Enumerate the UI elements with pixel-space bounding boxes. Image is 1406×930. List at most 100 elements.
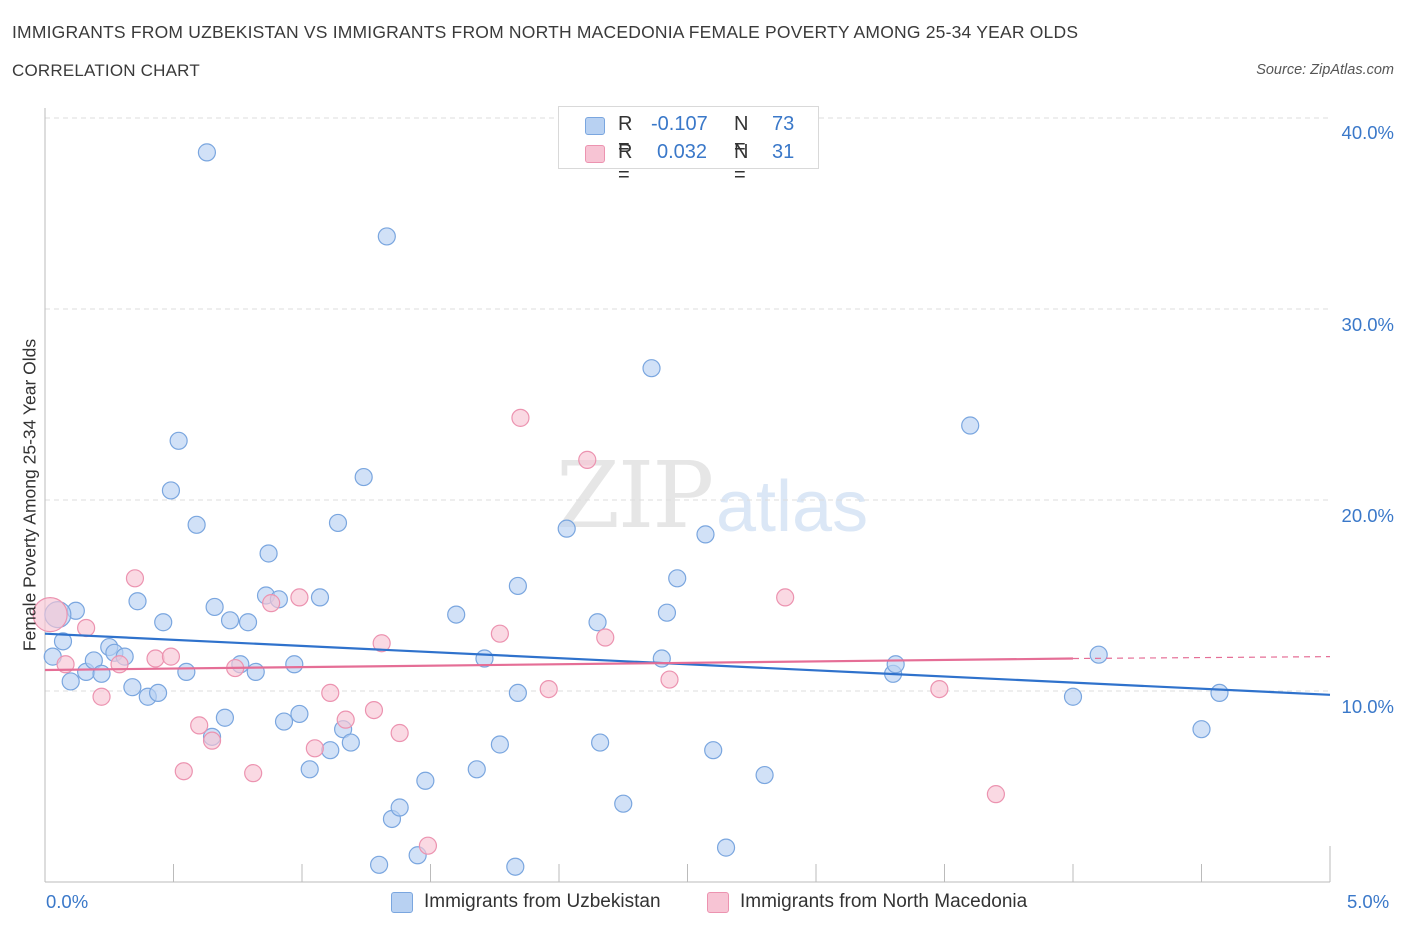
blue-data-point [197,143,217,162]
pink-data-point [539,679,558,699]
pink-data-point [146,649,165,668]
y-tick-label: 20.0% [1341,505,1394,526]
blue-data-point [557,519,576,538]
blue-data-point [177,662,196,682]
pink-data-point [930,679,949,699]
blue-data-point [300,760,319,779]
legend-n-value: 73 [772,113,795,135]
pink-data-point [305,739,324,758]
blue-data-point [416,771,435,790]
pink-data-point [336,710,355,729]
blue-data-point [696,525,715,544]
blue-data-point [1089,645,1108,664]
trendline-uzbekistan [44,632,1331,696]
pink-data-point [776,588,795,607]
blue-data-point [259,544,278,563]
pink-data-point [390,723,409,743]
pink-data-point [244,764,263,783]
blue-data-point [92,664,111,683]
blue-data-point [148,683,168,703]
blue-data-point [716,838,736,857]
x-tick-label: 0.0% [46,891,89,912]
legend-label: Immigrants from Uzbekistan [424,891,661,912]
legend-swatch-blue [585,117,605,135]
blue-data-point [328,513,348,533]
blue-data-point [161,481,181,500]
pink-data-point [190,716,209,735]
legend-swatch-blue [391,892,413,913]
blue-data-point [447,605,466,624]
blue-data-point [61,672,80,691]
blue-data-point [285,655,304,674]
pink-data-point [56,655,75,674]
legend-n-label: N = [734,113,749,158]
watermark-atlas: atlas [716,467,869,547]
blue-data-point [290,704,309,724]
pink-data-point [161,647,181,666]
pink-data-point [32,596,68,633]
blue-data-point [238,613,258,632]
blue-data-point [657,603,677,622]
trendline-macedonia-extension [1072,656,1331,660]
chart-title: IMMIGRANTS FROM UZBEKISTAN VS IMMIGRANTS… [12,22,1079,42]
legend-label: Immigrants from North Macedonia [740,891,1028,912]
blue-data-point [614,794,633,813]
blue-data-point [215,708,234,727]
blue-data-point [274,712,294,731]
blue-data-point [205,597,224,617]
chart-subtitle: CORRELATION CHART [12,61,200,80]
blue-data-point [390,798,409,817]
blue-data-point [220,611,240,630]
pink-data-point [125,569,145,588]
y-tick-label: 10.0% [1341,696,1394,717]
pink-data-point [596,628,615,647]
pink-data-point [290,588,309,607]
legend-r-value: 0.032 [657,141,708,163]
blue-data-point [886,655,905,674]
legend-r-value: -0.107 [651,113,708,135]
pink-data-point [262,594,281,613]
pink-data-point [490,624,509,643]
legend-swatch-pink [585,145,605,163]
blue-data-point [467,760,486,779]
blue-data-point [341,733,360,752]
pink-data-point [321,683,340,703]
legend-r-label: R = [618,141,633,186]
blue-data-point [755,765,774,785]
pink-data-point [364,700,384,720]
blue-data-point [321,741,340,760]
blue-data-point [154,613,173,632]
legend-n-value: 31 [772,141,795,163]
blue-data-point [588,613,607,632]
blue-data-point [490,735,509,754]
legend-n-label: N = [734,141,749,186]
blue-data-point [310,588,330,607]
pink-data-point [174,762,193,781]
blue-data-point [370,855,389,874]
blue-data-point [169,431,188,450]
blue-data-point [377,227,396,246]
blue-data-point [246,662,265,682]
source-label: Source: ZipAtlas.com [1256,62,1394,78]
pink-data-point [418,836,438,855]
legend-swatch-pink [707,892,729,913]
pink-data-point [202,731,222,750]
trendline-macedonia [44,657,1074,672]
blue-data-point [123,678,142,697]
blue-data-point [354,467,373,487]
x-tick-label: 5.0% [1347,891,1390,912]
pink-data-point [511,408,530,427]
blue-data-point [642,359,661,378]
blue-data-point [508,683,527,703]
legend-r-label: R = [618,113,633,158]
blue-data-point [506,857,525,876]
blue-data-point [53,632,73,651]
pink-data-point [372,634,391,653]
blue-data-point [652,649,671,668]
pink-data-point [77,618,96,638]
blue-data-point [128,592,147,611]
blue-data-point [591,733,610,752]
pink-data-point [660,670,679,689]
blue-data-point [1210,683,1229,703]
pink-data-point [92,687,111,706]
